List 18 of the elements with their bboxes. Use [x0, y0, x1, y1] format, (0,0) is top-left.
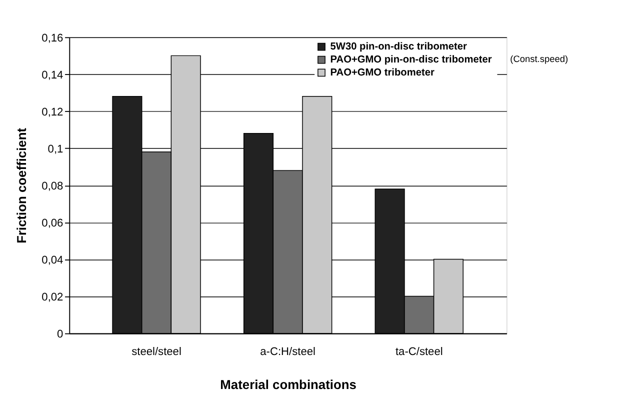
legend-label: PAO+GMO tribometer: [330, 67, 434, 78]
y-tick-label: 0,08: [42, 180, 64, 192]
y-tick-label: 0,12: [42, 106, 64, 118]
x-tick-label: ta-C/steel: [395, 346, 443, 358]
x-axis-title: Material combinations: [220, 377, 356, 392]
legend-label: 5W30 pin-on-disc tribometer: [330, 42, 468, 53]
x-tick-label: steel/steel: [132, 346, 182, 358]
y-tick-label: 0: [57, 328, 64, 340]
y-tick-label: 0,06: [42, 217, 64, 230]
text: (Const.speed): [510, 54, 568, 64]
y-axis-title: Friction coefficient: [14, 127, 29, 244]
y-tick-label: 0,02: [42, 291, 64, 304]
x-tick-label: a-C:H/steel: [260, 346, 316, 358]
y-tick-label: 0,16: [42, 32, 64, 44]
y-tick-label: 0,14: [42, 69, 64, 82]
y-tick-label: 0,04: [42, 254, 64, 266]
legend-label: PAO+GMO pin-on-disc tribometer: [330, 54, 492, 66]
y-tick-label: 0,1: [48, 143, 64, 156]
